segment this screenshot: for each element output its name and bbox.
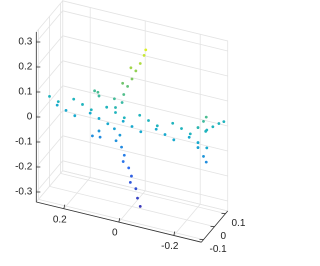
point — [187, 135, 191, 139]
point — [81, 103, 84, 106]
point — [127, 166, 131, 170]
point — [113, 127, 116, 131]
point — [121, 160, 125, 163]
point — [172, 138, 176, 142]
point — [72, 97, 76, 101]
point — [120, 101, 124, 104]
x-tick — [118, 218, 121, 223]
point — [97, 94, 101, 98]
point — [122, 93, 126, 96]
point — [202, 120, 205, 123]
point — [154, 127, 158, 131]
point — [196, 146, 200, 149]
y-tick-label: 0 — [221, 231, 227, 242]
point — [204, 160, 208, 164]
point — [138, 62, 142, 65]
point — [138, 204, 142, 208]
point — [128, 180, 132, 184]
chart: -0.3 -0.2 -0.1 0 0.1 0.2 0.3 -0.2 0 0.2 -0.1 0 0.1 — [15, 0, 246, 255]
point — [126, 84, 129, 88]
point — [205, 146, 209, 150]
grid-line — [38, 199, 204, 240]
point — [113, 97, 116, 101]
point — [91, 134, 94, 138]
point — [89, 108, 93, 112]
point — [97, 117, 101, 120]
point — [147, 119, 150, 122]
point — [122, 116, 126, 120]
x-tick — [63, 204, 66, 209]
y-tick-label: -0.1 — [210, 244, 228, 255]
point — [217, 122, 221, 125]
point — [139, 130, 143, 134]
point — [130, 174, 133, 178]
point — [93, 89, 96, 93]
point — [202, 155, 205, 158]
z-tick-label: 0.2 — [18, 62, 32, 73]
z-tick-label: -0.2 — [15, 162, 33, 173]
point — [96, 90, 100, 94]
point — [129, 66, 133, 70]
point — [118, 133, 122, 137]
point — [97, 129, 101, 133]
point — [120, 145, 123, 149]
point — [73, 114, 77, 118]
point — [56, 100, 60, 104]
point — [88, 111, 92, 115]
point — [222, 120, 226, 124]
grid-line — [49, 186, 215, 227]
z-tick-label: -0.1 — [15, 137, 33, 148]
grid-line — [60, 173, 226, 214]
point — [196, 126, 200, 129]
x-tick-label: -0.2 — [161, 241, 179, 252]
x-tick-label: 0.2 — [53, 214, 67, 225]
y-tick-label: 0.1 — [232, 218, 246, 229]
point — [188, 132, 192, 136]
point — [155, 124, 159, 128]
point — [114, 139, 118, 143]
x-tick-label: 0 — [112, 228, 118, 239]
point — [136, 196, 139, 200]
point — [105, 105, 109, 109]
z-tick-label: 0 — [27, 112, 33, 123]
point — [142, 53, 146, 57]
point — [98, 135, 102, 139]
point — [48, 95, 51, 98]
point — [134, 69, 138, 73]
point — [114, 111, 117, 114]
point — [130, 77, 134, 81]
point — [138, 113, 142, 117]
point — [163, 133, 167, 136]
point — [114, 106, 117, 109]
z-tick-label: -0.3 — [15, 187, 33, 198]
point — [121, 119, 125, 123]
point — [121, 81, 125, 85]
point — [180, 127, 183, 130]
point — [205, 128, 209, 132]
point — [134, 187, 138, 191]
x-tick — [173, 231, 176, 236]
point — [144, 48, 148, 52]
point — [204, 115, 208, 119]
z-tick-label: 0.3 — [18, 37, 32, 48]
point — [211, 125, 215, 129]
point — [106, 122, 110, 126]
point — [196, 141, 200, 144]
point — [64, 109, 68, 112]
point — [171, 121, 175, 125]
point — [122, 153, 126, 157]
point — [55, 103, 59, 107]
point — [130, 125, 134, 128]
z-tick-label: 0.1 — [18, 87, 32, 98]
